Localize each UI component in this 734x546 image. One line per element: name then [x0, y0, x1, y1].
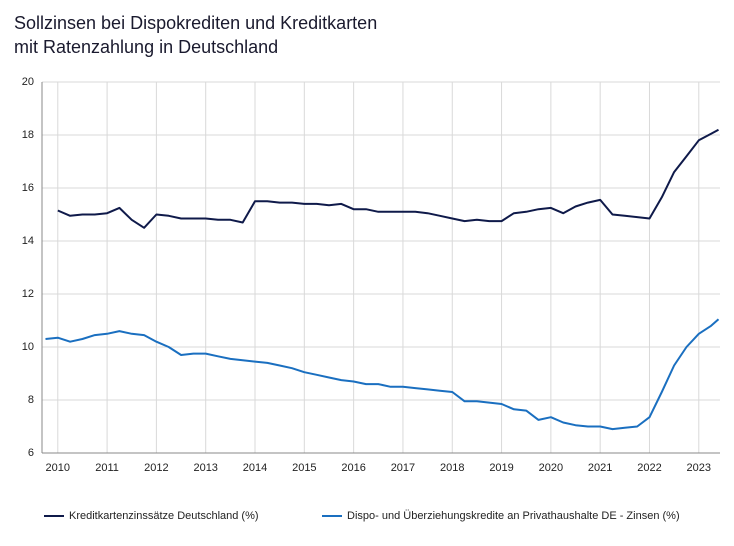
y-tick-label: 12 — [22, 288, 34, 300]
legend-label: Dispo- und Überziehungskredite an Privat… — [347, 510, 680, 522]
x-tick-label: 2015 — [292, 462, 316, 474]
x-tick-label: 2018 — [440, 462, 464, 474]
x-tick-label: 2010 — [46, 462, 70, 474]
x-tick-label: 2019 — [489, 462, 513, 474]
x-tick-label: 2023 — [687, 462, 711, 474]
x-tick-label: 2011 — [95, 462, 119, 474]
x-tick-label: 2014 — [243, 462, 267, 474]
y-tick-label: 16 — [22, 182, 34, 194]
x-tick-label: 2016 — [341, 462, 365, 474]
x-tick-label: 2022 — [637, 462, 661, 474]
y-tick-label: 8 — [28, 394, 34, 406]
chart-title: Sollzinsen bei Dispokrediten und Kreditk… — [14, 13, 377, 33]
y-tick-label: 6 — [28, 447, 34, 459]
line-series — [57, 128, 719, 229]
legend-label: Kreditkartenzinssätze Deutschland (%) — [69, 510, 259, 522]
x-tick-label: 2012 — [144, 462, 168, 474]
y-tick-label: 20 — [22, 76, 34, 88]
x-tick-label: 2017 — [391, 462, 415, 474]
x-tick-label: 2021 — [588, 462, 612, 474]
chart-title: mit Ratenzahlung in Deutschland — [14, 37, 278, 57]
y-tick-label: 18 — [22, 129, 34, 141]
x-tick-label: 2020 — [539, 462, 563, 474]
x-tick-label: 2013 — [193, 462, 217, 474]
y-tick-label: 10 — [22, 341, 34, 353]
line-series — [45, 318, 720, 431]
y-tick-label: 14 — [22, 235, 34, 247]
